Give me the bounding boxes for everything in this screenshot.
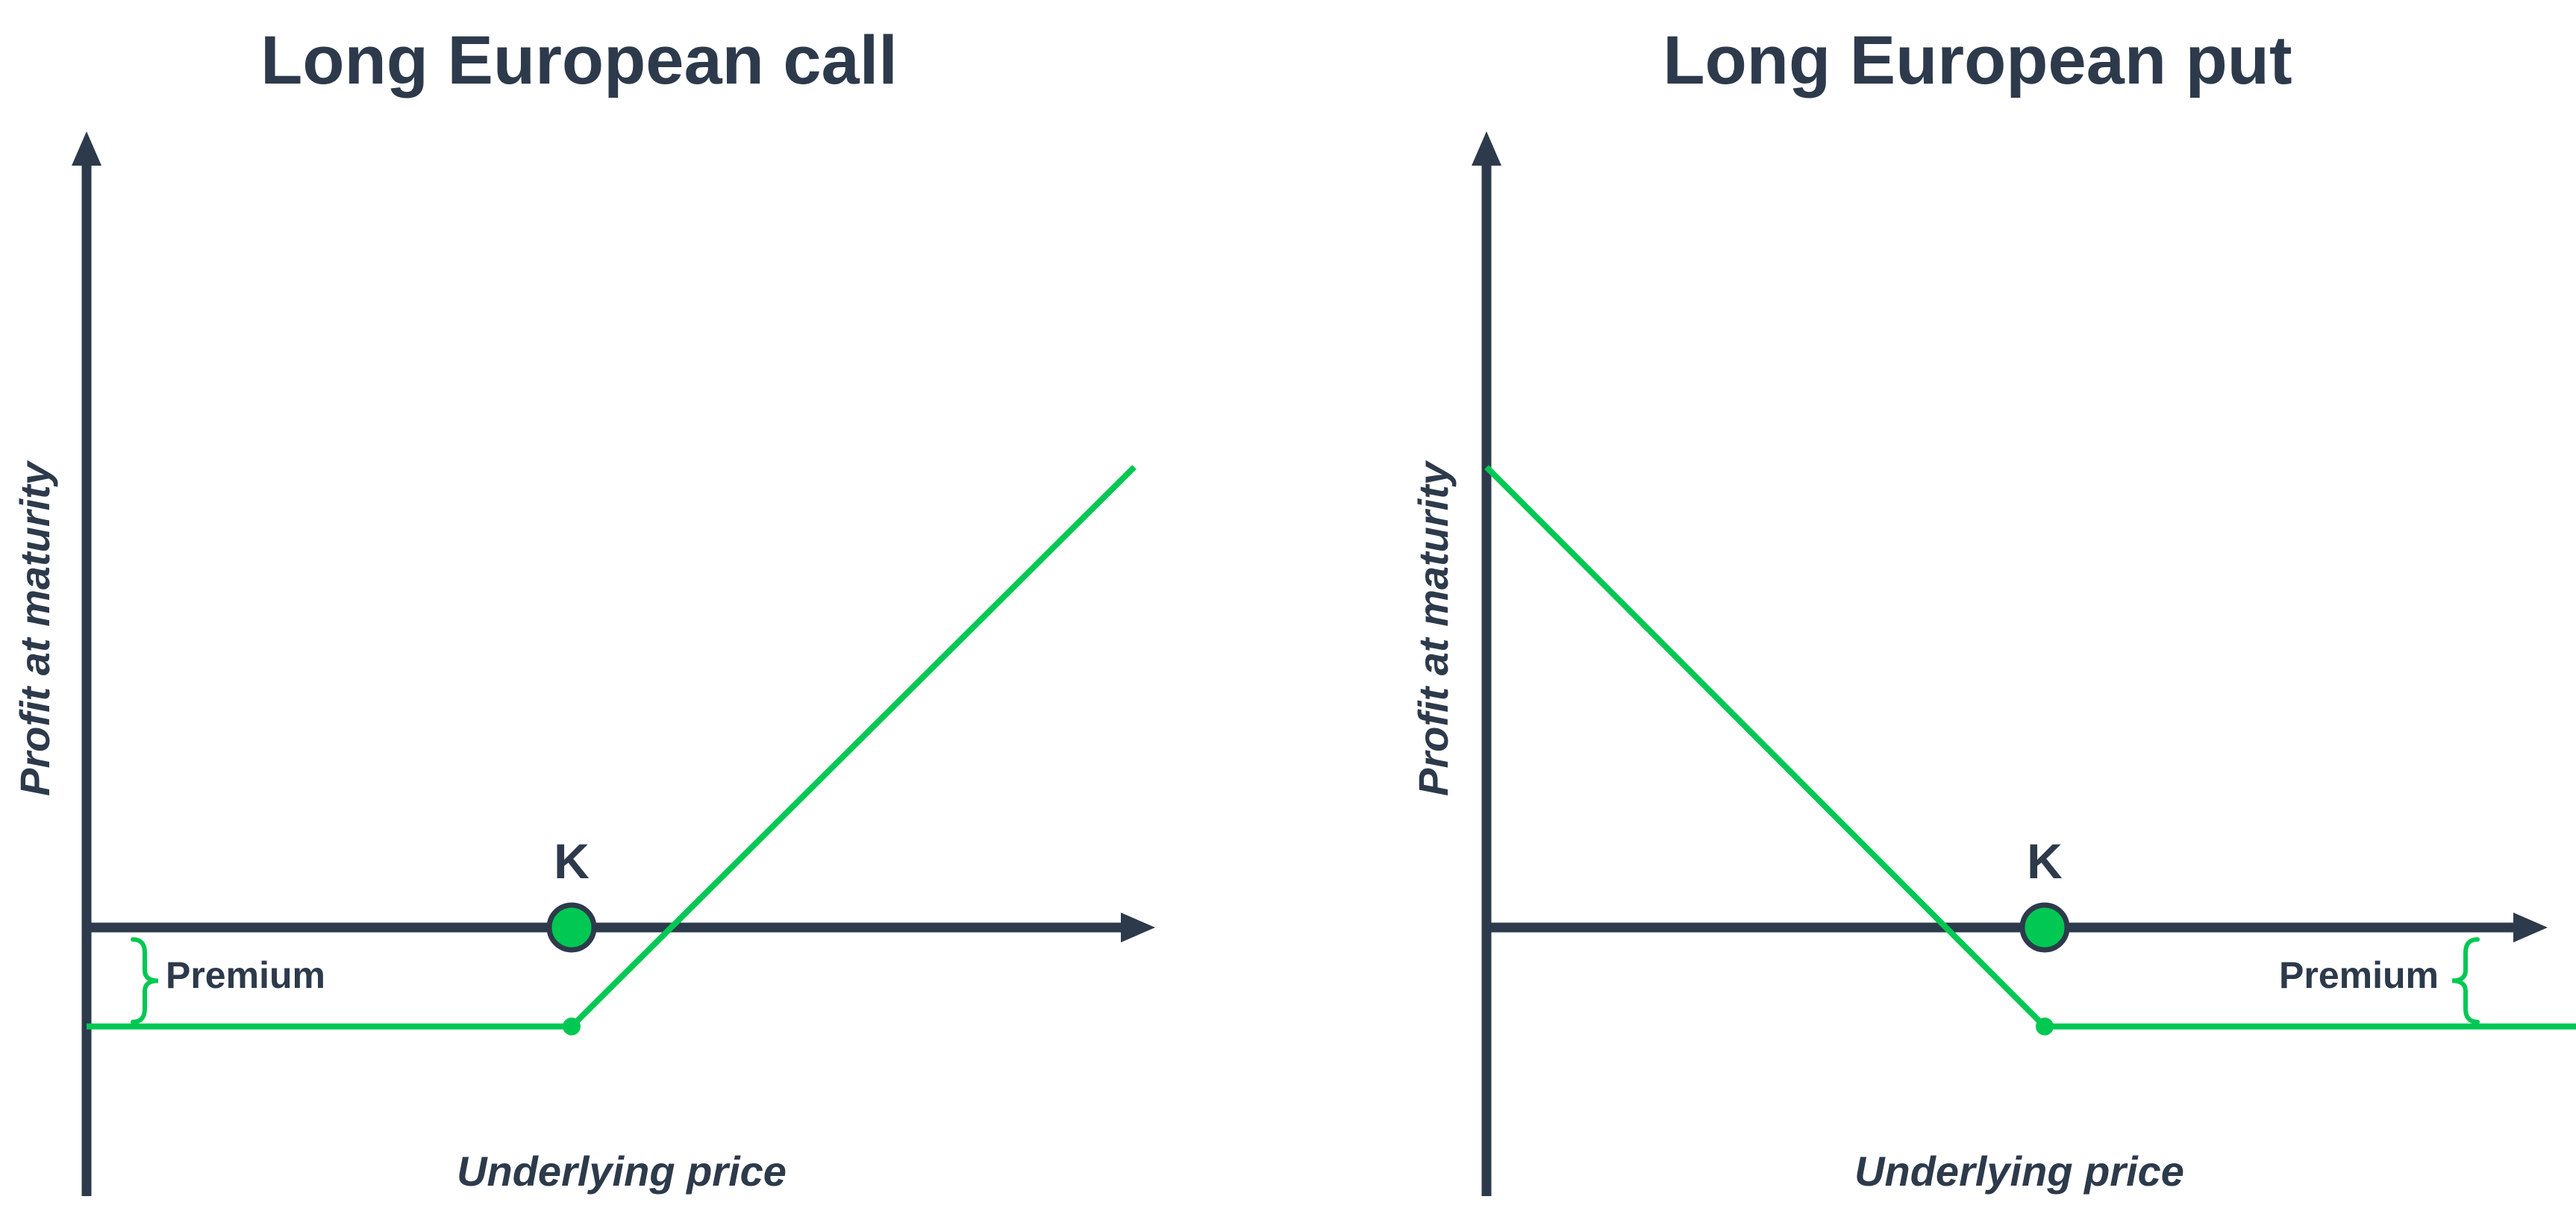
x-axis-label: Underlying price xyxy=(457,1148,787,1195)
kink-point xyxy=(563,1017,581,1036)
axes xyxy=(1472,131,2548,1196)
strike-label: K xyxy=(554,833,590,889)
strike-label: K xyxy=(2027,833,2063,889)
kink-point xyxy=(2036,1017,2054,1036)
put-chart: Long European put Profit at maturity Und… xyxy=(1410,22,2576,1196)
premium-label: Premium xyxy=(2279,954,2439,996)
y-axis-label: Profit at maturity xyxy=(11,460,58,796)
x-axis-label: Underlying price xyxy=(1854,1148,2184,1195)
chart-title: Long European put xyxy=(1663,22,2292,98)
strike-marker xyxy=(546,902,597,953)
y-axis-arrowhead xyxy=(72,131,101,166)
premium-brace xyxy=(131,937,159,1024)
payoff-line xyxy=(87,465,1137,1030)
strike-marker xyxy=(2019,902,2070,953)
chart-title: Long European call xyxy=(260,22,898,98)
call-chart: Long European call Profit at maturity Un… xyxy=(11,22,1155,1196)
x-axis-arrowhead xyxy=(2513,913,2548,942)
y-axis-arrowhead xyxy=(1472,131,1501,166)
premium-brace xyxy=(2451,937,2480,1024)
y-axis-label: Profit at maturity xyxy=(1410,460,1457,796)
premium-label: Premium xyxy=(166,954,325,996)
x-axis-arrowhead xyxy=(1121,913,1155,942)
axes xyxy=(72,131,1155,1196)
